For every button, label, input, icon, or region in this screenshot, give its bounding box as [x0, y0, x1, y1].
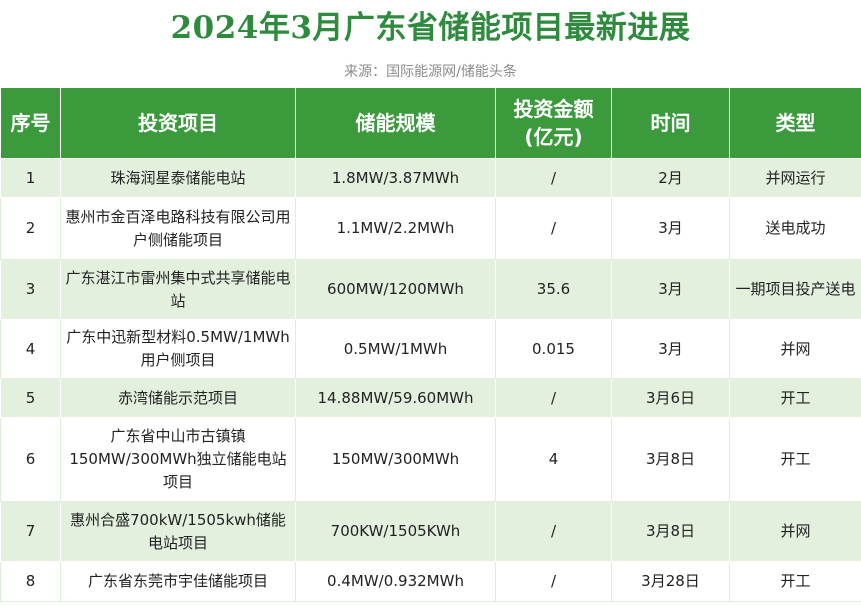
cell-project: 惠州市金百泽电路科技有限公司用户侧储能项目: [60, 197, 296, 260]
page-title: 2024年3月广东省储能项目最新进展: [170, 10, 691, 46]
cell-project: 广东省中山市古镇镇150MW/300MWh独立储能电站项目: [60, 417, 296, 502]
cell-type: 一期项目投产送电: [729, 259, 861, 320]
cell-scale: 14.88MW/59.60MWh: [295, 378, 496, 418]
cell-no: 5: [0, 378, 61, 418]
cell-project: 赤湾储能示范项目: [60, 378, 296, 418]
cell-no: 6: [0, 417, 61, 502]
header-time: 时间: [611, 87, 730, 159]
header-amount: 投资金额 (亿元): [495, 87, 612, 159]
source-note: 来源：国际能源网/储能头条: [344, 64, 517, 80]
table-row: 2 惠州市金百泽电路科技有限公司用户侧储能项目 1.1MW/2.2MWh / 3…: [0, 197, 861, 260]
cell-time: 3月: [611, 259, 730, 320]
cell-no: 8: [0, 561, 61, 602]
table-row: 6 广东省中山市古镇镇150MW/300MWh独立储能电站项目 150MW/30…: [0, 417, 861, 502]
cell-scale: 1.8MW/3.87MWh: [295, 158, 496, 198]
cell-amount: /: [495, 158, 612, 198]
cell-time: 3月: [611, 319, 730, 379]
projects-table: 序号 投资项目 储能规模 投资金额 (亿元) 时间 类型 1 珠海润星泰储能电站…: [0, 87, 861, 602]
table-row: 1 珠海润星泰储能电站 1.8MW/3.87MWh / 2月 并网运行: [0, 158, 861, 198]
cell-project: 广东省东莞市宇佳储能项目: [60, 561, 296, 602]
cell-type: 送电成功: [729, 197, 861, 260]
cell-project: 广东湛江市雷州集中式共享储能电站: [60, 259, 296, 320]
cell-time: 3月8日: [611, 417, 730, 502]
cell-amount: /: [495, 378, 612, 418]
table-header-row: 序号 投资项目 储能规模 投资金额 (亿元) 时间 类型: [0, 87, 861, 159]
cell-scale: 0.4MW/0.932MWh: [295, 561, 496, 602]
cell-scale: 700KW/1505KWh: [295, 501, 496, 562]
header-scale: 储能规模: [295, 87, 496, 159]
cell-no: 4: [0, 319, 61, 379]
cell-time: 3月: [611, 197, 730, 260]
cell-time: 3月8日: [611, 501, 730, 562]
table-row: 4 广东中迅新型材料0.5MW/1MWh用户侧项目 0.5MW/1MWh 0.0…: [0, 319, 861, 379]
header-project: 投资项目: [60, 87, 296, 159]
cell-time: 3月6日: [611, 378, 730, 418]
table-row: 7 惠州合盛700kW/1505kwh储能电站项目 700KW/1505KWh …: [0, 501, 861, 562]
cell-amount: 35.6: [495, 259, 612, 320]
cell-scale: 600MW/1200MWh: [295, 259, 496, 320]
cell-amount: /: [495, 561, 612, 602]
cell-project: 惠州合盛700kW/1505kwh储能电站项目: [60, 501, 296, 562]
cell-no: 3: [0, 259, 61, 320]
cell-no: 2: [0, 197, 61, 260]
header-type: 类型: [729, 87, 861, 159]
cell-amount: 0.015: [495, 319, 612, 379]
cell-amount: 4: [495, 417, 612, 502]
cell-no: 7: [0, 501, 61, 562]
table-row: 5 赤湾储能示范项目 14.88MW/59.60MWh / 3月6日 开工: [0, 378, 861, 418]
cell-type: 并网运行: [729, 158, 861, 198]
cell-type: 并网: [729, 319, 861, 379]
table-row: 8 广东省东莞市宇佳储能项目 0.4MW/0.932MWh / 3月28日 开工: [0, 561, 861, 602]
cell-no: 1: [0, 158, 61, 198]
cell-scale: 0.5MW/1MWh: [295, 319, 496, 379]
cell-project: 珠海润星泰储能电站: [60, 158, 296, 198]
cell-type: 并网: [729, 501, 861, 562]
cell-project: 广东中迅新型材料0.5MW/1MWh用户侧项目: [60, 319, 296, 379]
cell-time: 3月28日: [611, 561, 730, 602]
cell-type: 开工: [729, 378, 861, 418]
header-no: 序号: [0, 87, 61, 159]
cell-time: 2月: [611, 158, 730, 198]
cell-type: 开工: [729, 561, 861, 602]
cell-amount: /: [495, 501, 612, 562]
cell-scale: 1.1MW/2.2MWh: [295, 197, 496, 260]
cell-type: 开工: [729, 417, 861, 502]
cell-amount: /: [495, 197, 612, 260]
table-row: 3 广东湛江市雷州集中式共享储能电站 600MW/1200MWh 35.6 3月…: [0, 259, 861, 320]
cell-scale: 150MW/300MWh: [295, 417, 496, 502]
